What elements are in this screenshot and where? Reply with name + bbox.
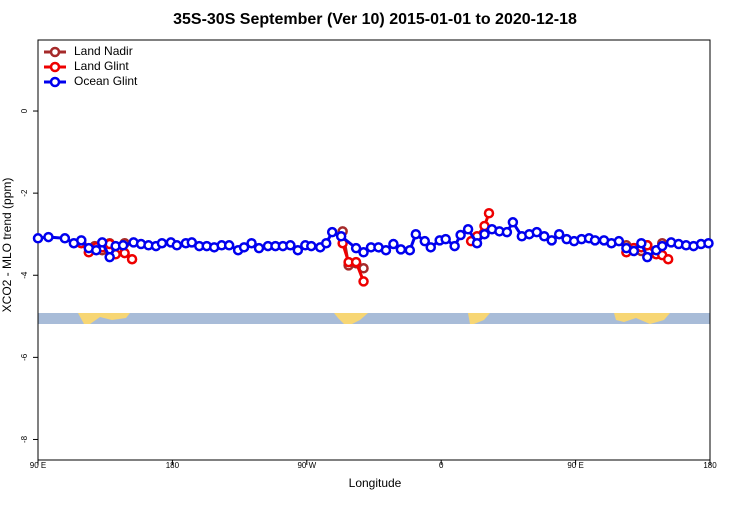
point: [246, 237, 257, 249]
point: [76, 235, 87, 246]
point: [350, 242, 362, 254]
x-axis-label: Longitude: [349, 476, 402, 490]
legend-label: Land Nadir: [74, 44, 133, 58]
point: [440, 233, 451, 245]
land-strip: [468, 313, 490, 324]
y-tick-label: -6: [20, 353, 29, 361]
point: [449, 240, 460, 252]
point: [223, 240, 235, 251]
point: [358, 276, 369, 287]
point: [395, 244, 407, 255]
point: [636, 237, 647, 249]
point: [350, 256, 362, 268]
point: [656, 240, 668, 252]
point: [507, 217, 519, 228]
point: [126, 253, 138, 265]
legend-marker: [49, 76, 61, 88]
point: [320, 237, 332, 249]
point: [479, 228, 490, 240]
point: [613, 235, 625, 247]
point: [546, 235, 557, 246]
point: [380, 244, 392, 256]
y-axis-label: XCO2 - MLO trend (ppm): [0, 178, 14, 313]
point: [292, 244, 304, 256]
legend-marker: [49, 61, 61, 73]
x-tick-label: 90 E: [30, 461, 46, 470]
point: [253, 242, 265, 254]
map-strip: [38, 313, 710, 324]
point: [483, 208, 495, 219]
point: [238, 242, 250, 253]
point: [171, 240, 183, 251]
legend-marker: [49, 46, 61, 58]
land-strip: [334, 313, 368, 324]
x-tick-label: 90 E: [567, 461, 583, 470]
point: [538, 230, 550, 242]
point: [335, 230, 347, 242]
point: [553, 228, 565, 240]
point: [326, 226, 338, 238]
point: [662, 253, 674, 265]
point: [419, 235, 431, 247]
y-tick-label: -2: [20, 189, 29, 197]
y-tick-label: -8: [20, 435, 29, 443]
point: [285, 240, 296, 251]
point: [410, 228, 422, 240]
chart-title: 35S-30S September (Ver 10) 2015-01-01 to…: [173, 11, 577, 28]
point: [462, 224, 474, 235]
y-tick-label: -4: [20, 271, 29, 279]
point: [531, 226, 543, 238]
point: [703, 237, 714, 249]
point: [32, 233, 44, 244]
point: [589, 235, 601, 246]
point: [43, 231, 54, 243]
point: [501, 226, 513, 238]
point: [104, 251, 115, 263]
point: [388, 238, 399, 250]
point: [358, 247, 369, 258]
point: [306, 240, 317, 252]
point: [471, 237, 483, 249]
land-strip: [78, 313, 130, 324]
point: [642, 251, 653, 263]
land-strip: [614, 313, 670, 324]
x-tick-label: 90 W: [297, 461, 316, 470]
legend-label: Ocean Glint: [74, 74, 138, 88]
point: [96, 237, 108, 248]
x-tick-label: 180: [166, 461, 180, 470]
point: [59, 233, 71, 244]
ocean-strip: [38, 313, 710, 324]
y-tick-label: 0: [20, 108, 29, 113]
x-tick-label: 0: [439, 461, 444, 470]
point: [117, 240, 129, 251]
point: [425, 242, 436, 253]
legend-label: Land Glint: [74, 59, 129, 73]
point: [404, 244, 416, 256]
plot-frame: [37, 39, 711, 461]
point: [156, 237, 168, 249]
point: [628, 245, 640, 257]
x-tick-label: 180: [703, 461, 717, 470]
point: [455, 229, 466, 241]
point: [90, 244, 102, 256]
